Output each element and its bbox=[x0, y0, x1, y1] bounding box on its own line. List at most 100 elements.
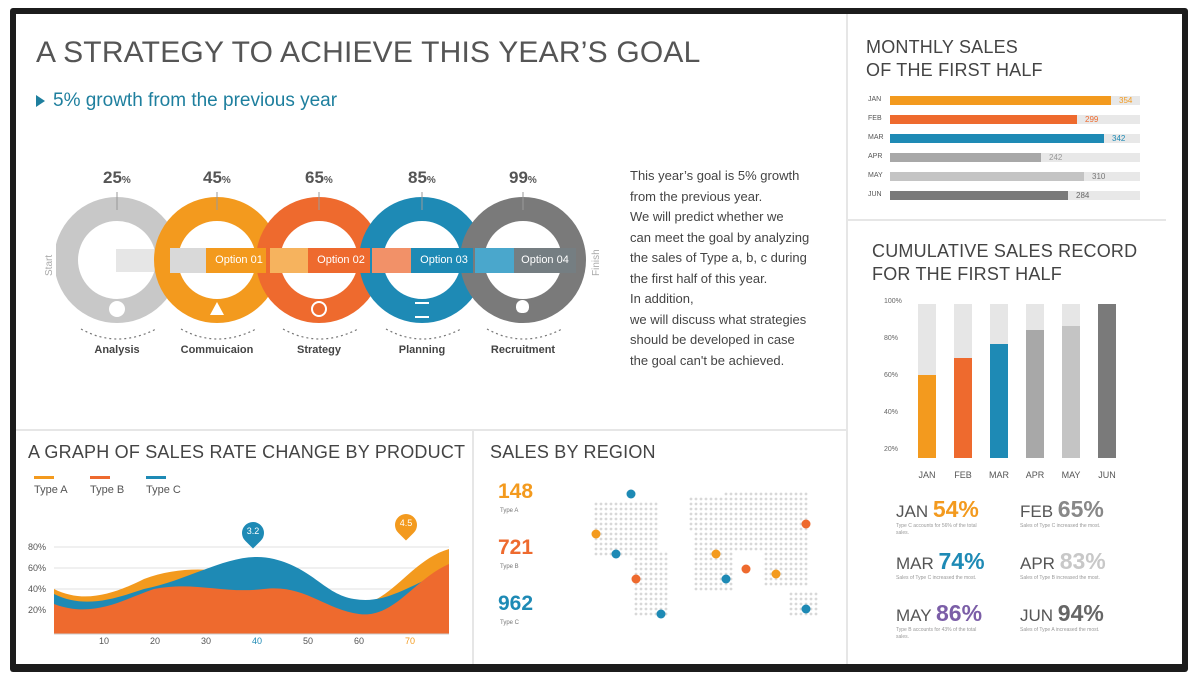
desc-line: This year’s goal is 5% growth bbox=[630, 168, 800, 183]
lightbulb-icon bbox=[516, 300, 529, 313]
legend-label: Type C bbox=[146, 484, 181, 496]
bar-value: 242 bbox=[1049, 153, 1063, 162]
stat-month: APR bbox=[1020, 554, 1060, 573]
cumulative-bar-track bbox=[918, 304, 936, 458]
bar-track bbox=[890, 172, 1140, 181]
y-tick-label: 60% bbox=[884, 372, 899, 379]
stat-note: Sales of Type B increased the most. bbox=[1020, 575, 1100, 581]
map-pin bbox=[626, 489, 636, 499]
page-title: A STRATEGY TO ACHIEVE THIS YEAR’S GOAL bbox=[36, 36, 701, 69]
stat-block: JAN 54% Type C accounts for 56% of the to… bbox=[896, 496, 986, 537]
stat-value: 94% bbox=[1057, 600, 1104, 626]
stat-value: 74% bbox=[938, 548, 985, 574]
bar-value: 310 bbox=[1092, 172, 1106, 181]
map-pin bbox=[721, 574, 731, 584]
desc-line: should be developed in case bbox=[630, 332, 795, 347]
y-tick-label: 80% bbox=[884, 335, 899, 342]
money-bag-icon bbox=[109, 301, 125, 317]
flask-icon bbox=[210, 302, 224, 315]
y-tick-label: 100% bbox=[884, 298, 902, 305]
map-pin bbox=[591, 529, 601, 539]
product-area-chart bbox=[54, 546, 449, 635]
monthly-bar bbox=[890, 134, 1104, 143]
x-tick-label: 50 bbox=[302, 636, 313, 646]
stat-note: Type B accounts for 43% of the total sal… bbox=[896, 627, 977, 640]
bar-value: 342 bbox=[1112, 134, 1126, 143]
region-value: 721 bbox=[498, 536, 534, 559]
legend-label: Type B bbox=[90, 484, 125, 496]
monthly-title-line1: MONTHLY SALES bbox=[866, 37, 1018, 57]
step-pct-2: 45% bbox=[203, 168, 231, 187]
play-arrow-icon bbox=[36, 94, 45, 107]
finish-label: Finish bbox=[591, 249, 602, 276]
subtitle-text: 5% growth from the previous year bbox=[53, 90, 338, 111]
stat-month: JAN bbox=[896, 502, 933, 521]
monthly-bar bbox=[890, 191, 1068, 200]
stat-block: JUN 94% Sales of Type A increased the mos… bbox=[1020, 600, 1110, 634]
y-tick-label: 40% bbox=[28, 584, 47, 594]
map-pin bbox=[801, 519, 811, 529]
cumulative-bar bbox=[990, 344, 1008, 458]
stat-block: APR 83% Sales of Type B increased the mos… bbox=[1020, 548, 1110, 582]
world-dot-map bbox=[591, 489, 818, 619]
monthly-title-line2: OF THE FIRST HALF bbox=[866, 60, 1043, 80]
x-tick-label: MAY bbox=[1061, 470, 1081, 480]
bar-track bbox=[890, 191, 1140, 200]
monthly-bar-row: MAR 342 bbox=[868, 134, 1168, 144]
cumulative-bar bbox=[954, 358, 972, 458]
map-pin bbox=[631, 574, 641, 584]
stat-block: MAY 86% Type B accounts for 43% of the to… bbox=[896, 600, 986, 641]
divider-middle bbox=[16, 429, 846, 431]
option-label-2: Option 02 bbox=[317, 254, 365, 266]
map-pin bbox=[801, 604, 811, 614]
legend-label: Type A bbox=[34, 484, 68, 496]
stat-month: JUN bbox=[1020, 606, 1058, 625]
bar-value: 354 bbox=[1119, 96, 1133, 105]
monthly-sales-title: MONTHLY SALES OF THE FIRST HALF bbox=[866, 36, 1043, 82]
monthly-bar bbox=[890, 96, 1111, 105]
step-label-2: Commuicaion bbox=[180, 344, 254, 356]
monthly-bar bbox=[890, 115, 1077, 124]
month-label: JUN bbox=[868, 191, 882, 198]
month-label: MAY bbox=[868, 172, 883, 179]
cumulative-bar bbox=[1098, 304, 1116, 458]
stat-value: 65% bbox=[1057, 496, 1104, 522]
divider-right bbox=[846, 14, 848, 664]
cumulative-bar bbox=[1026, 330, 1044, 458]
stat-note: Sales of Type A increased the most. bbox=[1020, 627, 1100, 633]
y-tick-label: 60% bbox=[28, 563, 47, 573]
bar-value: 299 bbox=[1085, 115, 1099, 124]
legend-swatch bbox=[146, 476, 166, 479]
legend-item: Type B bbox=[90, 476, 124, 496]
bar-value: 284 bbox=[1076, 191, 1090, 200]
strategy-steps: 25% 45% 65% 85% 99% Option 01 Option 02 … bbox=[56, 164, 626, 364]
stat-value: 86% bbox=[936, 600, 983, 626]
x-tick-label: MAR bbox=[989, 470, 1009, 480]
stat-month: FEB bbox=[1020, 502, 1058, 521]
x-tick-label: 30 bbox=[200, 636, 211, 646]
desc-line: the goal can't be achieved. bbox=[630, 352, 785, 368]
cumulative-bar-track bbox=[1098, 304, 1116, 458]
start-label: Start bbox=[44, 254, 55, 276]
step-label-3: Strategy bbox=[296, 344, 342, 356]
step-pct-5: 99% bbox=[509, 168, 537, 187]
step-label-5: Recruitment bbox=[490, 344, 556, 356]
monthly-bar bbox=[890, 153, 1041, 162]
marker-4-5-label: 4.5 bbox=[399, 518, 413, 528]
desc-line: from the previous year. bbox=[630, 188, 763, 204]
step-label-1: Analysis bbox=[94, 344, 140, 356]
cumulative-title-line2: FOR THE FIRST HALF bbox=[872, 264, 1062, 284]
month-label: JAN bbox=[868, 96, 882, 103]
x-tick-label: JUN bbox=[1098, 470, 1116, 480]
map-pin bbox=[656, 609, 666, 619]
goal-description: This year’s goal is 5% growth from the p… bbox=[630, 166, 840, 371]
desc-line: can meet the goal by analyzing bbox=[630, 229, 810, 245]
desc-line: we will discuss what strategies bbox=[630, 311, 807, 327]
month-label: APR bbox=[868, 153, 883, 160]
legend-swatch bbox=[90, 476, 110, 479]
y-tick-label: 20% bbox=[884, 446, 899, 453]
option-label-3: Option 03 bbox=[420, 254, 468, 266]
y-tick-label: 20% bbox=[28, 605, 47, 615]
region-type-label: Type A bbox=[500, 508, 519, 514]
x-tick-label: JAN bbox=[918, 470, 936, 480]
